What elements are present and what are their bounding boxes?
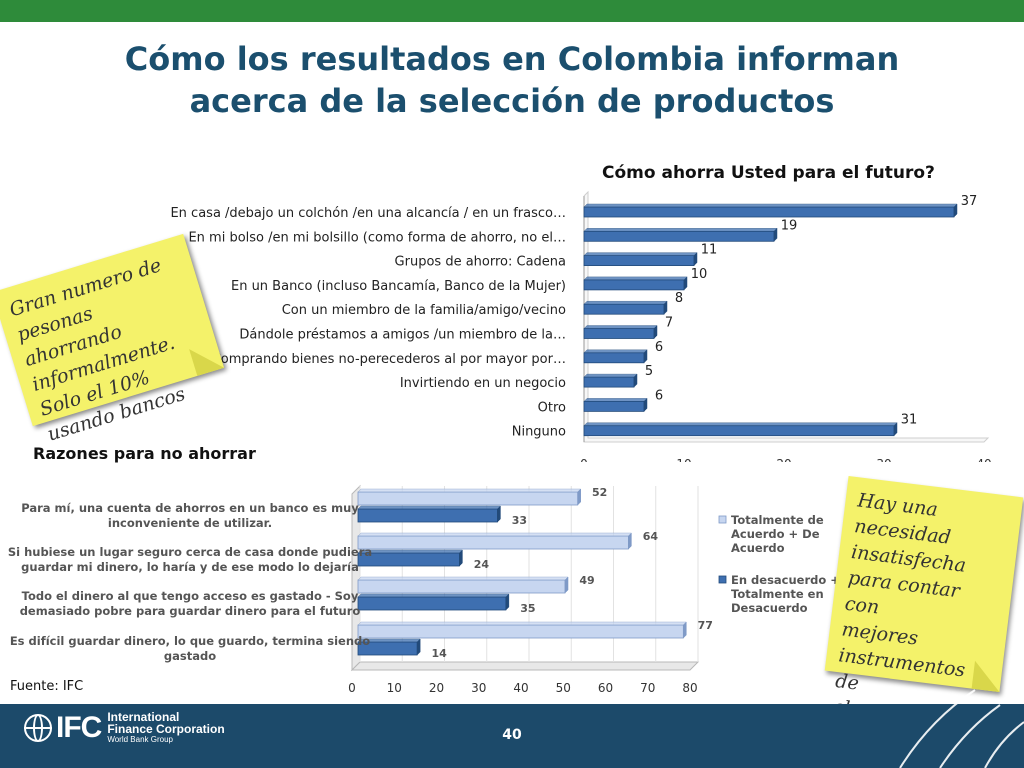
page-number: 40 bbox=[502, 727, 522, 743]
slide-title: Cómo los resultados en Colombia informan… bbox=[0, 38, 1024, 122]
footer-bar bbox=[0, 704, 1024, 768]
category-label: Otro bbox=[538, 400, 566, 415]
data-label: 7 bbox=[665, 316, 673, 331]
x-tick-label: 30 bbox=[471, 681, 486, 695]
savings-bar-end bbox=[893, 422, 898, 437]
savings-bar-end bbox=[693, 251, 698, 267]
ifc-logo: IFC International Finance Corporation Wo… bbox=[24, 710, 225, 746]
data-label: 8 bbox=[675, 291, 683, 306]
data-label: 6 bbox=[655, 340, 663, 355]
category-label: En mi bolso /en mi bolsillo (como forma … bbox=[188, 230, 566, 245]
globe-icon bbox=[24, 714, 52, 742]
x-tick-label: 50 bbox=[556, 681, 571, 695]
slide-title-line-2: acerca de la selección de productos bbox=[189, 82, 835, 120]
legend-label: En desacuerdo + bbox=[731, 573, 840, 587]
savings-bar-end bbox=[643, 349, 648, 364]
org-line-3: World Bank Group bbox=[107, 735, 173, 744]
legend-label: Totalmente en bbox=[731, 587, 824, 601]
data-label: 77 bbox=[698, 619, 713, 632]
category-label: Es difícil guardar dinero, lo que guardo… bbox=[10, 634, 370, 648]
disagree-bar-end bbox=[505, 593, 510, 611]
savings-bar-end bbox=[663, 300, 668, 315]
category-label: En casa /debajo un colchón /en una alcan… bbox=[170, 206, 566, 221]
data-label: 10 bbox=[691, 267, 708, 282]
x-tick-label: 20 bbox=[429, 681, 444, 695]
savings-bar-end bbox=[653, 324, 658, 340]
org-line-1: International bbox=[107, 710, 180, 724]
legend-swatch bbox=[718, 575, 727, 584]
category-label: Invirtiendo en un negocio bbox=[400, 376, 566, 391]
legend-label: Acuerdo + De bbox=[731, 527, 820, 541]
x-tick-label: 80 bbox=[682, 681, 697, 695]
disagree-bar-end bbox=[459, 549, 463, 567]
legend-label: Acuerdo bbox=[731, 541, 785, 555]
data-label: 5 bbox=[645, 364, 653, 379]
x-tick-label: 70 bbox=[640, 681, 655, 695]
category-label: demasiado pobre para guardar dinero para… bbox=[20, 604, 361, 618]
category-label: Si hubiese un lugar seguro cerca de casa… bbox=[8, 545, 372, 559]
category-label: En un Banco (incluso Bancamía, Banco de … bbox=[231, 279, 566, 294]
slide-title-line-1: Cómo los resultados en Colombia informan bbox=[124, 40, 900, 78]
category-label: guardar mi dinero, lo haría y de ese mod… bbox=[21, 560, 359, 574]
data-label: 31 bbox=[901, 413, 918, 428]
disagree-bar-end bbox=[497, 505, 501, 523]
agree-bar-end bbox=[577, 488, 581, 506]
x-tick-label: 0 bbox=[348, 681, 356, 695]
data-label: 52 bbox=[592, 486, 607, 499]
savings-bar-end bbox=[633, 373, 638, 388]
savings-chart-title: Cómo ahorra Usted para el futuro? bbox=[602, 163, 935, 183]
data-label: 49 bbox=[579, 574, 594, 587]
data-label: 37 bbox=[961, 194, 978, 209]
ifc-logo-text: IFC bbox=[56, 711, 102, 744]
category-label: Todo el dinero al que tengo acceso es ga… bbox=[22, 589, 359, 603]
category-label: Comprando bienes no-perecederos al por m… bbox=[212, 352, 566, 367]
legend-swatch bbox=[718, 515, 727, 524]
agree-bar-end bbox=[683, 621, 687, 639]
data-label: 11 bbox=[701, 243, 718, 258]
category-label: Para mí, una cuenta de ahorros en un ban… bbox=[21, 501, 359, 515]
legend-label: Totalmente de bbox=[731, 513, 824, 527]
category-label: Grupos de ahorro: Cadena bbox=[395, 255, 566, 270]
savings-bar-end bbox=[683, 276, 688, 291]
x-tick-label: 10 bbox=[387, 681, 402, 695]
agree-bar-end bbox=[628, 532, 632, 550]
category-label: Ninguno bbox=[512, 425, 566, 440]
data-label: 64 bbox=[643, 530, 659, 543]
data-label: 19 bbox=[781, 218, 798, 233]
data-label: 35 bbox=[520, 602, 535, 615]
savings-bar-end bbox=[643, 397, 648, 413]
data-label: 33 bbox=[512, 514, 527, 527]
agree-bar-end bbox=[564, 576, 569, 594]
source-label: Fuente: IFC bbox=[10, 679, 84, 694]
disagree-bar-end bbox=[416, 638, 421, 656]
tick-crop-mask bbox=[560, 462, 1020, 474]
category-label: gastado bbox=[164, 649, 216, 663]
category-label: Con un miembro de la familia/amigo/vecin… bbox=[282, 303, 566, 318]
org-line-2: Finance Corporation bbox=[107, 722, 225, 736]
category-label: Dándole préstamos a amigos /un miembro d… bbox=[239, 328, 566, 343]
savings-bar-end bbox=[953, 203, 958, 218]
x-tick-label: 60 bbox=[598, 681, 613, 695]
savings-bar-end bbox=[773, 227, 778, 242]
data-label: 14 bbox=[431, 647, 447, 660]
organization-name: International Finance Corporation World … bbox=[107, 711, 224, 745]
legend-label: Desacuerdo bbox=[731, 601, 808, 615]
reasons-chart-title: Razones para no ahorrar bbox=[33, 444, 256, 463]
data-label: 6 bbox=[655, 388, 663, 403]
data-label: 24 bbox=[474, 558, 490, 571]
top-accent-bar bbox=[0, 0, 1024, 22]
category-label: inconveniente de utilizar. bbox=[108, 516, 272, 530]
x-tick-label: 40 bbox=[513, 681, 528, 695]
